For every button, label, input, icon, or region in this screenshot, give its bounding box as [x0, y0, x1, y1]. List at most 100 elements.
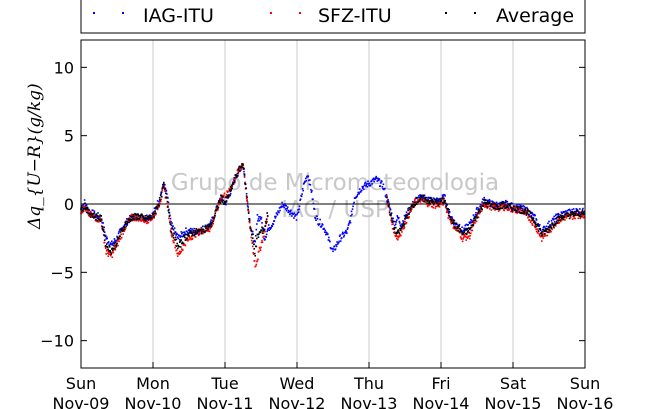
data-point — [310, 188, 312, 191]
data-point — [101, 221, 103, 224]
data-point — [189, 230, 192, 233]
data-point — [84, 205, 87, 208]
data-point — [239, 170, 241, 173]
data-point — [174, 246, 176, 249]
data-point — [294, 215, 296, 218]
data-point — [162, 185, 165, 188]
data-point — [532, 218, 534, 221]
data-point — [577, 217, 580, 220]
data-point — [580, 215, 582, 218]
data-point — [106, 246, 109, 249]
data-point — [378, 178, 381, 180]
data-point — [418, 200, 421, 202]
data-point — [535, 228, 537, 231]
data-point — [154, 212, 157, 214]
data-point — [402, 220, 404, 222]
data-point — [536, 223, 538, 226]
x-tick-label: Thu — [353, 374, 384, 393]
data-point — [574, 217, 577, 220]
data-point — [408, 213, 410, 215]
data-point — [443, 194, 446, 196]
y-tick-label: −5 — [50, 263, 74, 282]
data-point — [251, 233, 254, 235]
data-point — [217, 206, 220, 209]
data-point — [346, 232, 348, 235]
data-point — [443, 202, 446, 204]
data-point — [101, 227, 104, 229]
data-point — [464, 232, 467, 235]
data-point — [500, 202, 502, 205]
data-point — [273, 220, 276, 222]
data-point — [222, 199, 225, 202]
data-point — [290, 212, 293, 215]
data-point — [105, 250, 108, 252]
data-point — [533, 225, 536, 228]
data-point — [130, 215, 132, 218]
data-point — [311, 189, 313, 192]
data-point — [202, 225, 204, 228]
data-point — [375, 175, 377, 178]
data-point — [135, 218, 137, 220]
data-point — [422, 196, 425, 198]
data-point — [161, 187, 164, 189]
data-point — [464, 235, 467, 238]
data-point — [104, 235, 106, 238]
data-point — [189, 227, 192, 230]
data-point — [230, 189, 232, 192]
legend-box — [80, 0, 586, 34]
data-point — [344, 232, 347, 234]
data-point — [381, 186, 384, 188]
data-point — [516, 207, 519, 209]
data-point — [254, 240, 257, 243]
data-point — [417, 196, 419, 199]
data-point — [260, 218, 262, 220]
data-point — [502, 201, 505, 204]
data-point — [199, 231, 201, 234]
data-point — [518, 211, 521, 214]
data-point — [376, 180, 379, 182]
data-point — [98, 219, 101, 221]
data-point — [171, 235, 173, 238]
data-point — [562, 216, 564, 219]
data-point — [96, 215, 98, 217]
data-point — [287, 211, 290, 214]
data-point — [442, 195, 444, 198]
data-point — [186, 233, 188, 236]
data-point — [471, 229, 474, 232]
data-point — [236, 172, 239, 175]
data-point — [112, 250, 114, 252]
data-point — [86, 208, 88, 210]
data-point — [399, 224, 402, 226]
data-point — [427, 199, 429, 201]
data-point — [495, 206, 497, 209]
data-point — [285, 205, 287, 207]
data-point — [394, 235, 397, 238]
data-point — [143, 221, 146, 224]
data-point — [486, 205, 489, 208]
data-point — [582, 211, 585, 213]
data-point — [391, 220, 393, 222]
data-point — [148, 216, 151, 219]
data-point — [519, 204, 522, 207]
data-point — [471, 221, 474, 223]
data-point — [438, 198, 440, 201]
data-point — [403, 214, 406, 217]
data-point — [420, 194, 422, 196]
data-point — [418, 194, 420, 197]
legend-label: Average — [496, 5, 574, 27]
data-point — [301, 193, 303, 195]
data-point — [484, 203, 487, 206]
data-point — [564, 219, 566, 221]
data-point — [229, 192, 232, 195]
data-point — [254, 265, 257, 267]
data-point — [561, 217, 563, 220]
data-point — [325, 233, 327, 236]
data-point — [320, 225, 323, 227]
data-point — [450, 222, 453, 225]
data-point — [215, 208, 218, 211]
data-point — [191, 237, 194, 240]
data-point — [489, 201, 491, 203]
data-point — [274, 217, 277, 219]
data-point — [456, 229, 458, 232]
data-point — [553, 221, 556, 223]
